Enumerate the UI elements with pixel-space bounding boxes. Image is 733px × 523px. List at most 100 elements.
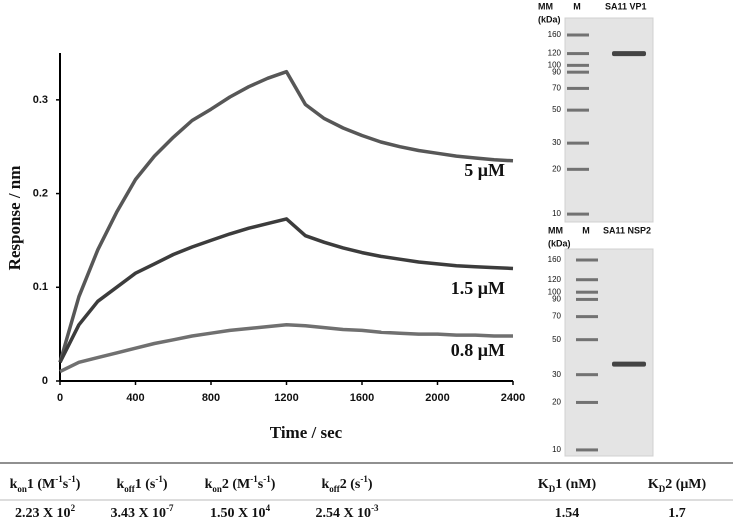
x-tick-label: 800	[202, 392, 220, 404]
table-header-part: on	[212, 484, 222, 494]
table-header-part: 1 (s	[135, 477, 156, 492]
gel-marker-label: 160	[548, 255, 562, 264]
table-cell-part: 2	[71, 503, 76, 513]
gel-marker-label: 90	[552, 67, 561, 76]
table-cell-part: 3.43 X 10	[110, 506, 166, 521]
gel-marker-band	[567, 108, 589, 112]
gel-unit-label: (kDa)	[538, 14, 561, 24]
table-cell: 2.54 X 10-3	[315, 503, 379, 521]
y-tick-label: 0.1	[33, 281, 48, 293]
gel-marker-band	[576, 448, 598, 452]
series-line	[58, 217, 514, 364]
gel-mm-label: MM	[548, 225, 563, 235]
gel-marker-label: 10	[552, 209, 561, 218]
table-cell: 3.43 X 10-7	[110, 503, 174, 521]
gel-marker-label: 50	[552, 335, 561, 344]
x-tick-label: 1600	[350, 392, 374, 404]
gel-mm-label: MM	[538, 1, 553, 11]
gel-sample-band	[612, 51, 646, 57]
table-header-part: off	[329, 484, 340, 494]
table-cell-part: 4	[266, 503, 271, 513]
table-header-part: -1	[68, 474, 76, 484]
gel-marker-band	[567, 63, 589, 67]
gel-lane-label: M	[573, 1, 581, 11]
table-cell-part: 1.54	[555, 506, 580, 521]
table-cell: 2.23 X 102	[15, 503, 76, 521]
table-header: kon1 (M-1s-1)	[10, 474, 81, 494]
x-tick-label: 0	[57, 392, 63, 404]
x-axis-label: Time / sec	[270, 423, 343, 442]
gel-marker-band	[567, 141, 589, 145]
table-cell-part: 2.23 X 10	[15, 506, 71, 521]
gel-image	[564, 248, 654, 457]
gel-marker-label: 30	[552, 370, 561, 379]
gel-marker-band	[576, 258, 598, 262]
table-header-part: k	[10, 477, 18, 492]
gel-marker-band	[567, 167, 589, 171]
gel-marker-band	[576, 278, 598, 282]
series-line	[58, 69, 514, 363]
y-tick-label: 0.2	[33, 187, 48, 199]
table-cell: 1.7	[668, 506, 686, 521]
gel-sample-band	[612, 361, 646, 367]
gel-marker-band	[567, 33, 589, 37]
x-tick-label: 1200	[274, 392, 298, 404]
table-cell-part: 2.54 X 10	[315, 506, 371, 521]
table-header-part: )	[163, 477, 168, 492]
y-tick-label: 0	[42, 375, 48, 387]
gel-marker-label: 100	[548, 60, 562, 69]
table-header-part: D	[659, 484, 666, 494]
table-header-part: k	[321, 477, 329, 492]
gel-marker-band	[567, 52, 589, 56]
gel-marker-label: 50	[552, 105, 561, 114]
gel-image	[564, 17, 654, 223]
series-label: 5 μM	[464, 160, 505, 180]
table-header-part: K	[538, 477, 549, 492]
table-header-part: 2 (s	[340, 477, 361, 492]
table-header-part: 2 (M	[222, 477, 250, 492]
gel-marker-label: 160	[548, 30, 562, 39]
gel-marker-label: 70	[552, 84, 561, 93]
gel-marker-label: 100	[548, 287, 562, 296]
table-header-part: 1 (nM)	[555, 477, 596, 492]
table-header-part: s	[258, 477, 264, 492]
table-header-part: -1	[263, 474, 271, 484]
gel-marker-label: 120	[548, 49, 562, 58]
gel-marker-label: 70	[552, 312, 561, 321]
table-cell-part: -7	[166, 503, 174, 513]
table-header-part: )	[271, 477, 276, 492]
gel-marker-band	[567, 70, 589, 74]
x-tick-label: 2400	[501, 392, 525, 404]
gel-sample-label: SA11 NSP2	[603, 225, 651, 235]
gel-marker-band	[567, 212, 589, 216]
x-tick-label: 400	[126, 392, 144, 404]
table-header-part: 1 (M	[27, 477, 55, 492]
table-cell-part: 1.7	[668, 506, 686, 521]
table-header-part: -1	[55, 474, 63, 484]
table-header-part: )	[368, 477, 373, 492]
gel-marker-label: 90	[552, 295, 561, 304]
series-label: 1.5 μM	[451, 278, 505, 298]
gel-marker-label: 20	[552, 398, 561, 407]
table-header-part: k	[116, 477, 124, 492]
table-header-part: off	[124, 484, 135, 494]
table-header-part: on	[17, 484, 27, 494]
table-header: kon2 (M-1s-1)	[205, 474, 276, 494]
table-header-part: -1	[250, 474, 258, 484]
gel-marker-label: 20	[552, 164, 561, 173]
gel-marker-band	[576, 338, 598, 342]
gel-unit-label: (kDa)	[548, 238, 571, 248]
table-header-part: D	[549, 484, 556, 494]
gel-sample-label: SA11 VP1	[605, 1, 647, 11]
table-cell: 1.54	[555, 506, 580, 521]
gel-marker-band	[576, 400, 598, 404]
table-header-part: k	[205, 477, 213, 492]
table-header-part: s	[63, 477, 69, 492]
gel-marker-band	[567, 86, 589, 90]
table-header-part: -1	[360, 474, 368, 484]
y-tick-label: 0.3	[33, 94, 48, 106]
table-header: KD2 (μM)	[648, 477, 707, 494]
series-label: 0.8 μM	[451, 340, 505, 360]
series-line	[59, 323, 513, 374]
